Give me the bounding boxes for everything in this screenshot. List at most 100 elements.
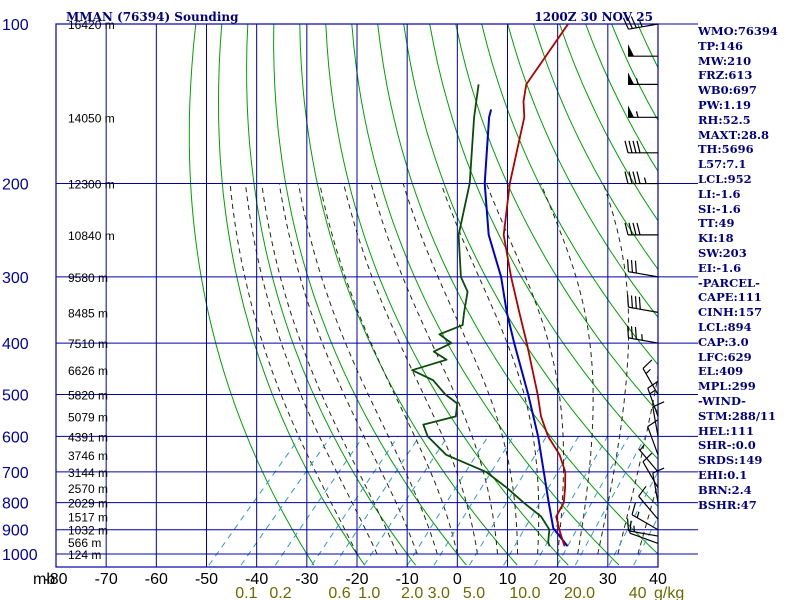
temperature-tick-label: -60 xyxy=(145,571,168,588)
wind-barb-full xyxy=(652,467,665,474)
parameter-item: EI:-1.6 xyxy=(698,260,742,275)
pressure-tick-labels: 100 200 300 400 500 600 700 800 900 1000 xyxy=(2,17,38,564)
wind-barb-staff xyxy=(652,472,659,503)
parameter-item: L57:7.1 xyxy=(698,157,747,172)
temperature-tick-labels: mb-80 -70 -60 -50 -40 -30 -20 -10 0 10 20 30 40 xyxy=(33,571,667,588)
wind-barb-half xyxy=(636,511,640,518)
wind-barb-full xyxy=(636,140,641,153)
wind-barb-full xyxy=(638,485,647,497)
wind-barb-half xyxy=(649,389,656,395)
mixing-ratio-labels: 0.1 0.2 0.6 1.0 2.0 3.0 5.0 10.0 20.0 40 g/kg xyxy=(235,585,684,600)
dry-adiabat-line xyxy=(533,24,658,271)
dry-adiabat-line xyxy=(299,24,518,566)
height-labels: 16420 m 14050 m 12300 m 10840 m 9580 m 8485 m… xyxy=(68,18,115,562)
parameter-item: TT:49 xyxy=(698,216,735,231)
mixing-ratio-line xyxy=(274,436,364,566)
wind-barb-full xyxy=(626,325,630,338)
wind-barb-full xyxy=(624,222,629,236)
parameter-item: EL:409 xyxy=(698,364,744,379)
moist-adiabat-line xyxy=(278,183,418,555)
temperature-tick-label: 0 xyxy=(453,571,462,588)
pressure-tick-label: 400 xyxy=(2,336,29,353)
wind-barb-staff xyxy=(628,530,659,537)
wind-barb-full xyxy=(636,222,641,236)
temperature-tick-label: 40 xyxy=(649,571,667,588)
parameter-item: TP:146 xyxy=(698,38,744,53)
wind-barb-half xyxy=(639,20,643,28)
height-label: 5079 m xyxy=(68,410,108,424)
temperature-tick-label: 10 xyxy=(499,571,517,588)
height-label: 10840 m xyxy=(68,229,115,243)
parameter-item: WB0:697 xyxy=(698,83,757,98)
temperature-tick-label: -50 xyxy=(195,571,218,588)
dry-adiabat-line xyxy=(351,24,620,566)
wind-barb-flag xyxy=(628,105,634,118)
height-label: 3144 m xyxy=(68,466,108,480)
dry-adiabat-line xyxy=(377,24,658,555)
temperature-tick-label: -30 xyxy=(295,571,318,588)
wind-barb-staff xyxy=(631,514,659,531)
parameter-item: HEL:111 xyxy=(698,423,754,438)
wind-barb xyxy=(628,44,658,57)
wind-barb-staff xyxy=(647,387,659,417)
wind-barb-full xyxy=(638,296,641,310)
parameter-item: FRZ:613 xyxy=(698,68,753,83)
wind-barb-staff xyxy=(638,448,659,473)
mixing-ratio-line xyxy=(311,436,399,566)
mixing-ratio-label: 2.0 xyxy=(401,585,423,600)
moist-adiabat-line xyxy=(261,183,398,555)
wind-barb xyxy=(624,222,658,236)
wind-barb-flag xyxy=(628,44,634,57)
height-label: 2570 m xyxy=(68,482,108,496)
pressure-tick-label: 700 xyxy=(2,465,29,482)
pressure-tick-label: 200 xyxy=(2,177,29,194)
dry-adiabat-line xyxy=(507,24,658,318)
wind-barbs xyxy=(622,16,665,544)
wind-barb xyxy=(642,452,659,489)
parameter-item: RH:52.5 xyxy=(698,112,751,127)
pressure-tick-label: 300 xyxy=(2,270,29,287)
wind-barb-full xyxy=(632,171,637,184)
wind-barb xyxy=(622,16,659,30)
isotherms xyxy=(55,24,659,567)
height-label: 1517 m xyxy=(68,511,108,525)
parameter-item: TH:5696 xyxy=(698,142,754,157)
parameter-item: MAXT:28.8 xyxy=(698,127,769,142)
parameter-item: MW:210 xyxy=(698,53,752,68)
wind-barb-full xyxy=(624,140,629,153)
wind-barb-full xyxy=(632,140,637,153)
pressure-tick-label: 600 xyxy=(2,429,29,446)
wind-barb-full xyxy=(628,222,633,236)
temperature-tick-label: 20 xyxy=(549,571,567,588)
wind-barb xyxy=(626,294,659,313)
wind-barb-full xyxy=(642,452,653,463)
height-label: 5820 m xyxy=(68,388,108,402)
parameter-item: CAPE:111 xyxy=(698,290,762,305)
wind-barb-half xyxy=(635,111,639,118)
wind-barb-full xyxy=(626,518,630,531)
wind-barb xyxy=(642,359,659,395)
wind-barb-full xyxy=(630,326,633,339)
moist-adiabat-line xyxy=(402,183,518,554)
height-label: 4391 m xyxy=(68,430,108,444)
wind-barb xyxy=(647,419,659,456)
wind-barb-full xyxy=(631,502,636,515)
dry-adiabat-line xyxy=(429,24,658,460)
moist-adiabat-line xyxy=(485,183,565,555)
mixing-ratio-label: 20.0 xyxy=(564,585,595,600)
wind-barb-full xyxy=(626,294,630,308)
parameter-item: LI:-1.6 xyxy=(698,186,741,201)
wind-barb xyxy=(638,445,659,473)
wind-barb-full xyxy=(626,259,630,272)
dewpoint-trace xyxy=(411,84,551,547)
wind-barb-full xyxy=(630,295,633,308)
parameter-item: SW:203 xyxy=(698,245,747,260)
wind-barb-full xyxy=(634,326,637,340)
wind-barb xyxy=(628,105,658,118)
sounding-parameters: WMO:76394 TP:146 MW:210 FRZ:613 WB0:697 PW:1.… xyxy=(698,24,798,512)
mixing-ratio-label: 0.1 xyxy=(235,585,257,600)
mixing-ratio-unit: g/kg xyxy=(654,585,684,600)
wind-barb-staff xyxy=(647,426,659,456)
parameter-item: SHR-:0.0 xyxy=(698,438,756,453)
height-label: 6626 m xyxy=(68,364,108,378)
